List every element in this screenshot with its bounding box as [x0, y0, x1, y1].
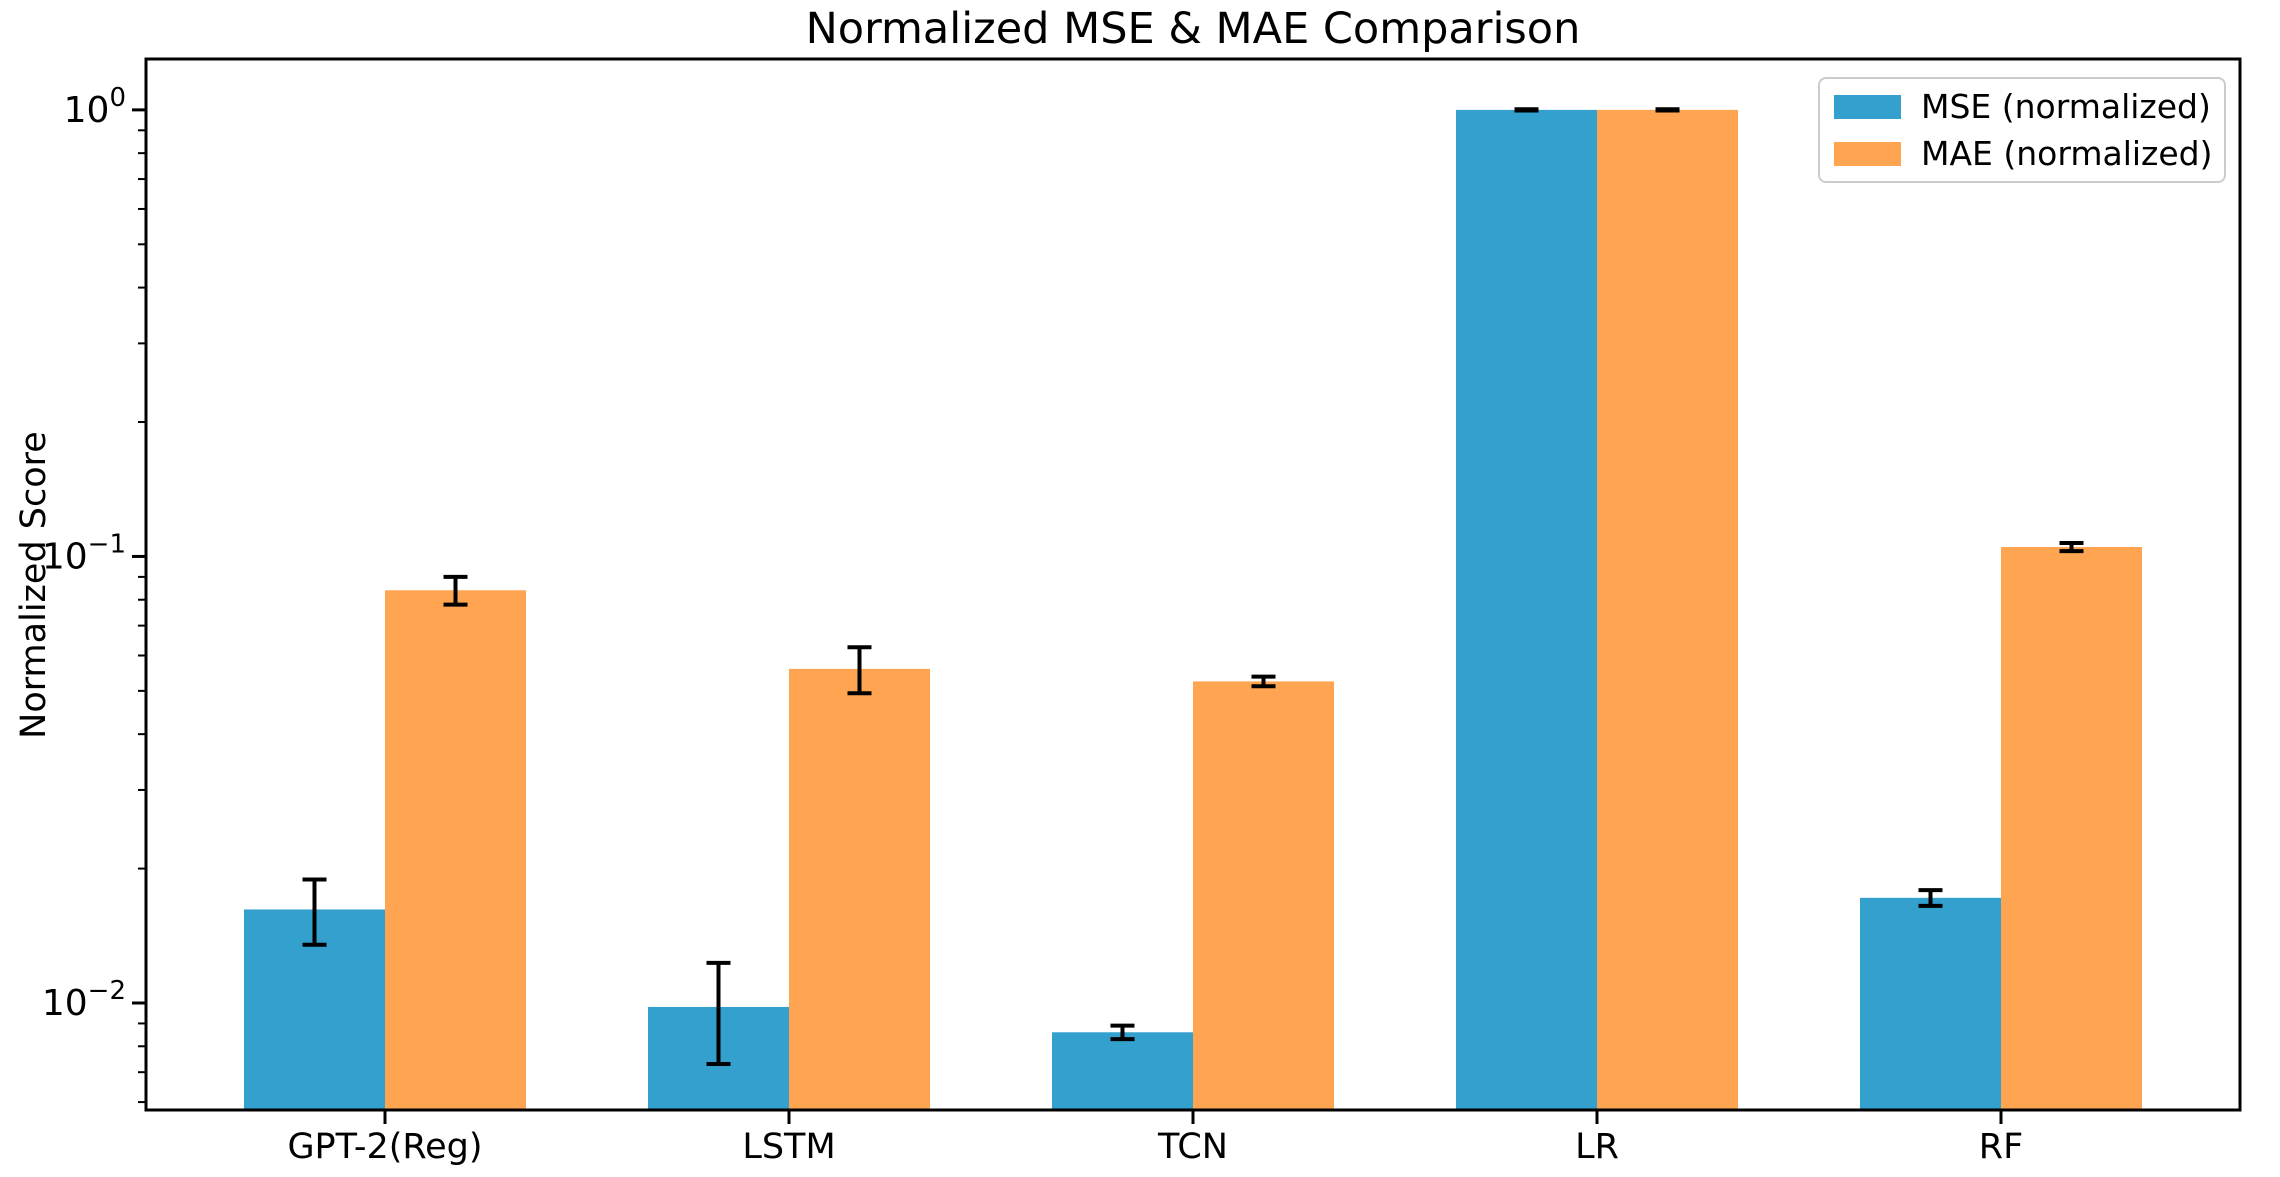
legend-label-mse: MSE (normalized) [1921, 87, 2211, 126]
bar-mse-rf [1860, 897, 2001, 1110]
bar-mae-lr [1597, 109, 1738, 1110]
legend-item-mae: MAE (normalized) [1834, 134, 2224, 173]
x-tick-label-lr: LR [1575, 1127, 1619, 1167]
legend-item-mse: MSE (normalized) [1834, 87, 2224, 126]
y-tick-label: 10−1 [42, 529, 126, 577]
x-tick-label-tcn: TCN [1157, 1127, 1228, 1167]
legend-label-mae: MAE (normalized) [1921, 134, 2213, 173]
y-tick-label: 10−2 [42, 976, 126, 1024]
chart-title: Normalized MSE & MAE Comparison [805, 4, 1581, 54]
x-tick-label-lstm: LSTM [742, 1127, 835, 1167]
legend-swatch-mse-icon [1834, 94, 1901, 119]
legend-swatch-mae-icon [1834, 141, 1901, 166]
legend: MSE (normalized) MAE (normalized) [1818, 77, 2226, 183]
bar-mae-rf [2001, 546, 2142, 1110]
x-tick-label-gpt-2-reg: GPT-2(Reg) [287, 1127, 482, 1167]
bar-mae-lstm [789, 668, 930, 1110]
bar-mae-gpt-2-reg [385, 590, 526, 1110]
x-tick-label-rf: RF [1979, 1127, 2023, 1167]
bar-mae-tcn [1193, 681, 1334, 1110]
bar-mse-tcn [1052, 1032, 1193, 1110]
bar-mse-lr [1456, 109, 1597, 1110]
y-tick-label: 100 [64, 83, 126, 131]
